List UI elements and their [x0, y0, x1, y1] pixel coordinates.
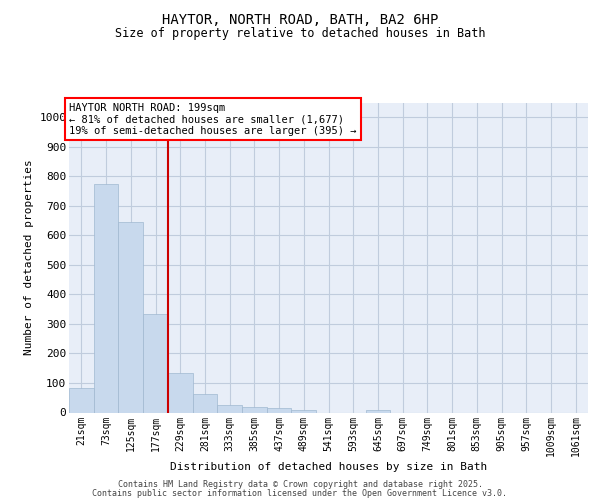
Bar	[193, 394, 217, 412]
Text: HAYTOR, NORTH ROAD, BATH, BA2 6HP: HAYTOR, NORTH ROAD, BATH, BA2 6HP	[162, 12, 438, 26]
Bar	[292, 410, 316, 412]
Text: Contains public sector information licensed under the Open Government Licence v3: Contains public sector information licen…	[92, 488, 508, 498]
Bar	[217, 405, 242, 412]
Text: Contains HM Land Registry data © Crown copyright and database right 2025.: Contains HM Land Registry data © Crown c…	[118, 480, 482, 489]
Bar	[365, 410, 390, 412]
Bar	[143, 314, 168, 412]
Text: Size of property relative to detached houses in Bath: Size of property relative to detached ho…	[115, 28, 485, 40]
X-axis label: Distribution of detached houses by size in Bath: Distribution of detached houses by size …	[170, 462, 487, 472]
Bar	[242, 408, 267, 412]
Bar	[94, 184, 118, 412]
Bar	[168, 373, 193, 412]
Y-axis label: Number of detached properties: Number of detached properties	[23, 160, 34, 356]
Bar	[69, 388, 94, 412]
Bar	[118, 222, 143, 412]
Text: HAYTOR NORTH ROAD: 199sqm
← 81% of detached houses are smaller (1,677)
19% of se: HAYTOR NORTH ROAD: 199sqm ← 81% of detac…	[69, 102, 356, 136]
Bar	[267, 408, 292, 412]
